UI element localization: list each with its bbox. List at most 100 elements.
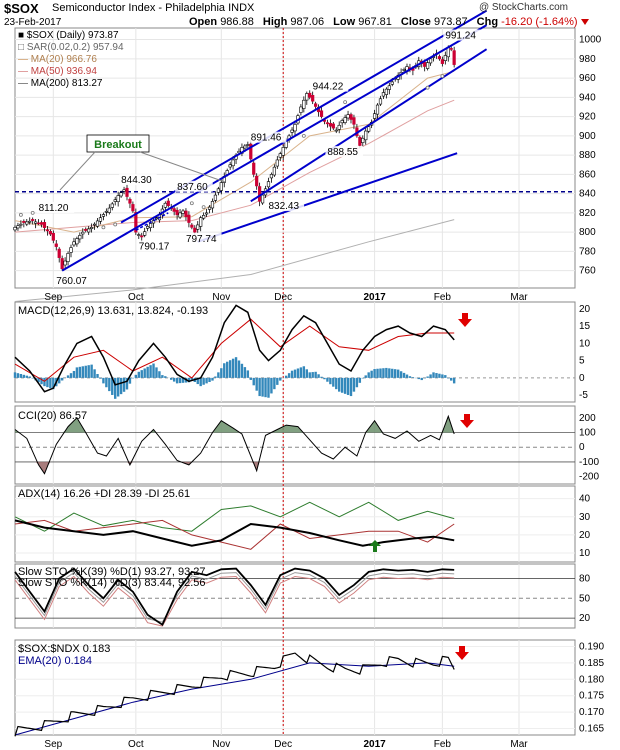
macd-hist-bar [202, 377, 205, 385]
macd-hist-bar [234, 357, 238, 378]
macd-hist-bar [314, 371, 317, 378]
macd-hist-bar [302, 366, 306, 378]
candle-body [196, 224, 200, 230]
macd-hist-bar [211, 377, 214, 381]
macd-hist-bar [143, 368, 146, 378]
macd-hist-bar [370, 370, 373, 378]
candle-body [95, 220, 100, 227]
macd-hist-bar [96, 374, 99, 378]
macd-hist-bar [382, 368, 385, 378]
macd-hist-bar [111, 377, 114, 395]
candle-body [278, 153, 282, 158]
high-value: 987.06 [290, 16, 325, 28]
candle-body [154, 217, 159, 220]
macd-hist-bar [290, 370, 294, 378]
macd-hist-bar [149, 365, 152, 378]
macd-hist-bar [58, 377, 61, 384]
price-annotation-bg [119, 174, 157, 186]
candle-body [378, 98, 383, 105]
macd-hist-bar [308, 372, 311, 378]
candle-body [104, 210, 108, 213]
price-annotation-label: 837.60 [177, 182, 208, 193]
legend-price: ■ $SOX (Daily) 973.87 [18, 30, 119, 41]
candle-body [281, 147, 285, 156]
candle-body [314, 103, 318, 107]
macd-hist-bar [43, 377, 46, 387]
adx-tick-label: 20 [579, 530, 591, 541]
candle-body [346, 114, 350, 119]
price-tick-label: 900 [579, 131, 596, 142]
candle-body [311, 95, 315, 102]
candle-body [293, 123, 297, 132]
candle-body [146, 226, 150, 229]
candle-body [184, 210, 188, 218]
macd-hist-bar [408, 376, 412, 378]
price-annotation-label: 832.43 [268, 201, 299, 212]
macd-hist-bar [208, 377, 211, 382]
price-annotation-label: 797.74 [186, 234, 217, 245]
macd-hist-bar [420, 377, 423, 381]
sar-dot [440, 74, 445, 79]
candle-body [302, 99, 306, 109]
month-label-bottom: Nov [212, 739, 230, 750]
down-triangle-icon [580, 19, 589, 26]
macd-hist-bar [99, 377, 102, 379]
price-annotation-label: 888.55 [327, 147, 358, 158]
macd-hist-bar [376, 368, 379, 378]
macd-hist-bar [131, 377, 135, 379]
ratio-tick-label: 0.175 [579, 691, 604, 702]
cci-tick-label: -100 [579, 457, 599, 468]
candle-body [175, 209, 179, 216]
macd-hist-bar [146, 366, 149, 378]
ratio-tick-label: 0.190 [579, 642, 604, 653]
candle-body [352, 117, 356, 125]
high-label: High [262, 16, 288, 28]
macd-hist-bar [340, 377, 344, 393]
month-label-price: Mar [510, 292, 528, 303]
legend-ma200: MA(200) 813.27 [18, 78, 103, 89]
macd-hist-bar [187, 377, 191, 383]
macd-hist-bar [19, 374, 23, 378]
candle-body [210, 201, 215, 209]
macd-hist-bar [128, 377, 132, 384]
minus-di-line [14, 519, 455, 550]
candle-body [63, 260, 67, 266]
macd-hist-bar [122, 377, 126, 392]
macd-tick-label: -5 [579, 390, 588, 401]
sto-fast-d-line [14, 575, 455, 627]
macd-hist-bar [75, 367, 79, 378]
candle-body [361, 137, 365, 143]
candle-body [299, 106, 303, 113]
macd-hist-bar [205, 377, 208, 384]
price-tick-label: 800 [579, 227, 596, 238]
candle-body [16, 225, 20, 229]
candle-body [325, 122, 330, 125]
month-label-price: Feb [434, 292, 452, 303]
candle-body [101, 214, 106, 217]
legend-ma200-text: MA(200) 813.27 [30, 78, 103, 89]
candle-body [372, 113, 377, 119]
candle-body [31, 219, 35, 221]
month-label-bottom: 2017 [363, 739, 386, 750]
breakout-callout-label: Breakout [94, 139, 142, 151]
candle-body [255, 175, 259, 187]
trendline-0 [61, 24, 488, 272]
ma200-line [14, 219, 455, 302]
macd-hist-bar [367, 372, 370, 378]
sto-fast-k-line [14, 571, 455, 623]
candle-body [272, 166, 276, 176]
candle-body [110, 203, 114, 208]
candle-body [34, 221, 38, 224]
sto-slow-k-line [14, 567, 455, 627]
month-label-bottom: Feb [434, 739, 452, 750]
adx-tick-label: 40 [579, 494, 591, 505]
macd-hist-bar [60, 377, 64, 381]
candle-body [57, 248, 61, 258]
macd-hist-bar [66, 375, 70, 378]
macd-hist-bar [352, 377, 356, 392]
macd-hist-bar [267, 377, 270, 398]
macd-hist-bar [332, 377, 335, 387]
macd-panel-frame [14, 301, 576, 403]
candle-body [78, 235, 82, 240]
macd-tick-label: 15 [579, 321, 591, 332]
